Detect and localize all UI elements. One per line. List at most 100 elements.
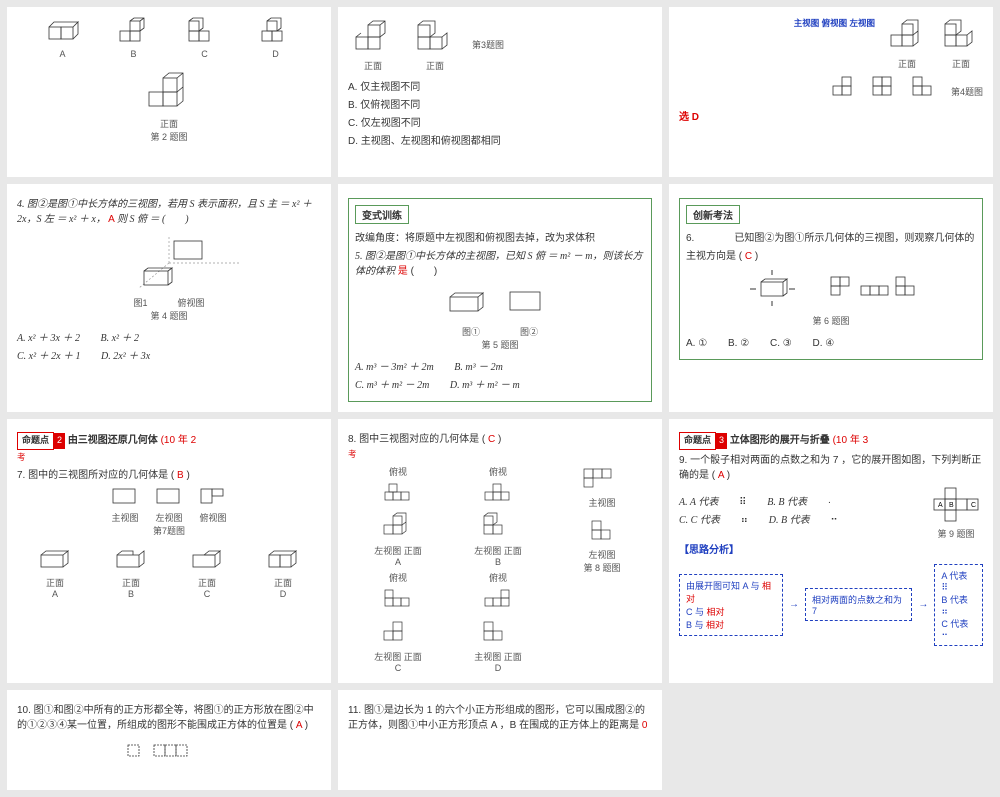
q-text-2: 主视方向是 ( [686, 251, 742, 262]
view-label: 主视图 [552, 496, 652, 509]
opt-label: C [186, 49, 224, 59]
option-c: C. C 代表 ⠶ [679, 512, 748, 530]
cube-option: D [257, 17, 295, 59]
card-r3c2: 8. 图中三视图对应的几何体是 ( C ) 考 俯视 俯视 左视图 正面A 左视… [338, 419, 662, 683]
q-text: 9. 一个骰子相对两面的点数之和为 7 ，它的展开图如图，下列判断正确的是 ( [679, 455, 981, 481]
view-label: 左视图 [474, 546, 501, 556]
card-r1c1: A B C D 正面 第 2 题图 [7, 7, 331, 177]
topic-badge: 命题点 [679, 432, 716, 450]
answer-inline: C [745, 251, 752, 262]
cube-figure [939, 17, 983, 57]
opt-label: A [35, 589, 75, 599]
question-text: 5. 图②是图①中长方体的主视图，已知 S 俯 ＝ m² － m，则该长方体的体… [355, 249, 645, 279]
view-svg [198, 486, 228, 508]
years: (10 年 2 [161, 435, 197, 446]
years: (10 年 3 [833, 435, 869, 446]
view-label: 左视图 [552, 548, 652, 561]
solid-svg [35, 543, 75, 573]
q-tail: ) [186, 470, 189, 481]
arrow-icon: → [789, 599, 799, 610]
option-a: A. ① [686, 335, 707, 353]
option-b: B. B 代表 · [767, 494, 831, 512]
option-c: C. ③ [770, 335, 792, 353]
q-text: 8. 图中三视图对应的几何体是 ( [348, 434, 485, 445]
opt-label: B [115, 49, 153, 59]
view-label: 俯视 [481, 465, 515, 478]
caption: 第 8 题图 [552, 561, 652, 574]
grid-svg [831, 76, 863, 98]
option-d: D. B 代表 ⠒ [769, 512, 838, 530]
view-svg [154, 486, 184, 508]
option-b: B. 仅俯视图不同 [348, 98, 652, 113]
front-label: 正面 [404, 546, 422, 556]
cube-option: A [44, 17, 82, 59]
card-r1c2: 正面 正面 第3题图 A. 仅主视图不同 B. 仅俯视图不同 C. 仅左视图不同… [338, 7, 662, 177]
intro: 改编角度：将原题中左视图和俯视图去掉，改为求体积 [355, 231, 645, 246]
flow-box-3: A 代表 ⠿ B 代表 ⠶ C 代表 ⠒ [934, 564, 983, 646]
front-label: 正面 [46, 578, 64, 588]
option-c: C. 仅左视图不同 [348, 116, 652, 131]
svg-text:A: A [938, 502, 943, 509]
q-tail: ) [498, 434, 501, 445]
caption: 第 5 题图 [355, 338, 645, 351]
cube-figure [348, 17, 398, 59]
q-tail: 则 S 俯 ＝ ( ) [117, 214, 189, 225]
q-text-1: 6. 已知图②为图①所示几何体的三视图，则观察几何体的 [686, 233, 974, 244]
net-svg: ABC [929, 486, 983, 524]
cuboid-svg [435, 282, 565, 322]
fig-sub1: 图① [462, 325, 480, 338]
opt-label: D [257, 49, 295, 59]
view-label: 左视图 [154, 511, 184, 524]
cube-figure [410, 17, 460, 59]
opt-label: D [263, 589, 303, 599]
front-label: 正面 [274, 578, 292, 588]
option-c: C. m³ ＋ m² － 2m [355, 377, 429, 395]
direction-svg [741, 267, 921, 311]
view-label: 主视图 [474, 652, 501, 662]
flow-box-1: 由展开图可知 A 与 相对 C 与 相对 B 与 相对 [679, 574, 783, 636]
question-text: 11. 图①是边长为 1 的六个小正方形组成的图形，它可以围成图②的正方体，则图… [348, 703, 652, 733]
section-header: 命题点2 由三视图还原几何体 (10 年 2 [17, 432, 321, 450]
red-word: 是 [398, 266, 408, 277]
q-text: 10. 图①和图②中所有的正方形都全等，将图①的正方形放在图②中的①②③④某一位… [17, 705, 314, 731]
card-r4c3 [669, 690, 993, 790]
option-d: D. 2x² ＋ 3x [101, 348, 150, 366]
front-label: 正面 [17, 117, 321, 130]
view-label: 主视图 [110, 511, 140, 524]
front-label: 正面 [198, 578, 216, 588]
question-text: 10. 图①和图②中所有的正方形都全等，将图①的正方形放在图②中的①②③④某一位… [17, 703, 321, 733]
grid-svg [871, 76, 903, 98]
topic-num: 3 [716, 433, 727, 449]
front-label: 正面 [939, 57, 983, 70]
front-label: 正面 [410, 59, 460, 72]
front-label: 正面 [404, 652, 422, 662]
q-tail: ) [727, 470, 730, 481]
topic-num: 2 [54, 433, 65, 449]
option-d: D. 主视图、左视图和俯视图都相同 [348, 134, 652, 149]
q-tail: ( ) [411, 266, 438, 277]
card-r2c3: 创新考法 6. 已知图②为图①所示几何体的三视图，则观察几何体的 主视方向是 (… [669, 184, 993, 412]
front-label: 正面 [504, 546, 522, 556]
card-r3c1: 命题点2 由三视图还原几何体 (10 年 2 考 7. 图中的三视图所对应的几何… [7, 419, 331, 683]
question-text: 4. 图②是图①中长方体的三视图，若用 S 表示面积，且 S 主 ＝ x² ＋ … [17, 197, 321, 227]
card-r4c1: 10. 图①和图②中所有的正方形都全等，将图①的正方形放在图②中的①②③④某一位… [7, 690, 331, 790]
option-d: D. m³ ＋ m² － m [450, 377, 520, 395]
solid-svg [263, 543, 303, 573]
card-r4c2: 11. 图①是边长为 1 的六个小正方形组成的图形，它可以围成图②的正方体，则图… [338, 690, 662, 790]
topic-badge: 命题点 [17, 432, 54, 450]
q-text: 11. 图①是边长为 1 的六个小正方形组成的图形，它可以围成图②的正方体，则图… [348, 705, 645, 731]
caption: 第 9 题图 [929, 527, 983, 540]
front-label: 正面 [504, 652, 522, 662]
view-label: 俯视 [381, 465, 415, 478]
option-b: B. m³ － 2m [454, 359, 503, 377]
question-text: 9. 一个骰子相对两面的点数之和为 7 ，它的展开图如图，下列判断正确的是 ( … [679, 453, 983, 483]
option-a: A. x² ＋ 3x ＋ 2 [17, 330, 80, 348]
grid-svg [911, 76, 943, 98]
opt-label: A [44, 49, 82, 59]
opt-label: B [111, 589, 151, 599]
answer-inline: B [177, 470, 184, 481]
card-r2c1: 4. 图②是图①中长方体的三视图，若用 S 表示面积，且 S 主 ＝ x² ＋ … [7, 184, 331, 412]
caption: 第 6 题图 [686, 314, 976, 327]
question-text-2: 主视方向是 ( C ) [686, 249, 976, 264]
q-tail: ) [305, 720, 308, 731]
